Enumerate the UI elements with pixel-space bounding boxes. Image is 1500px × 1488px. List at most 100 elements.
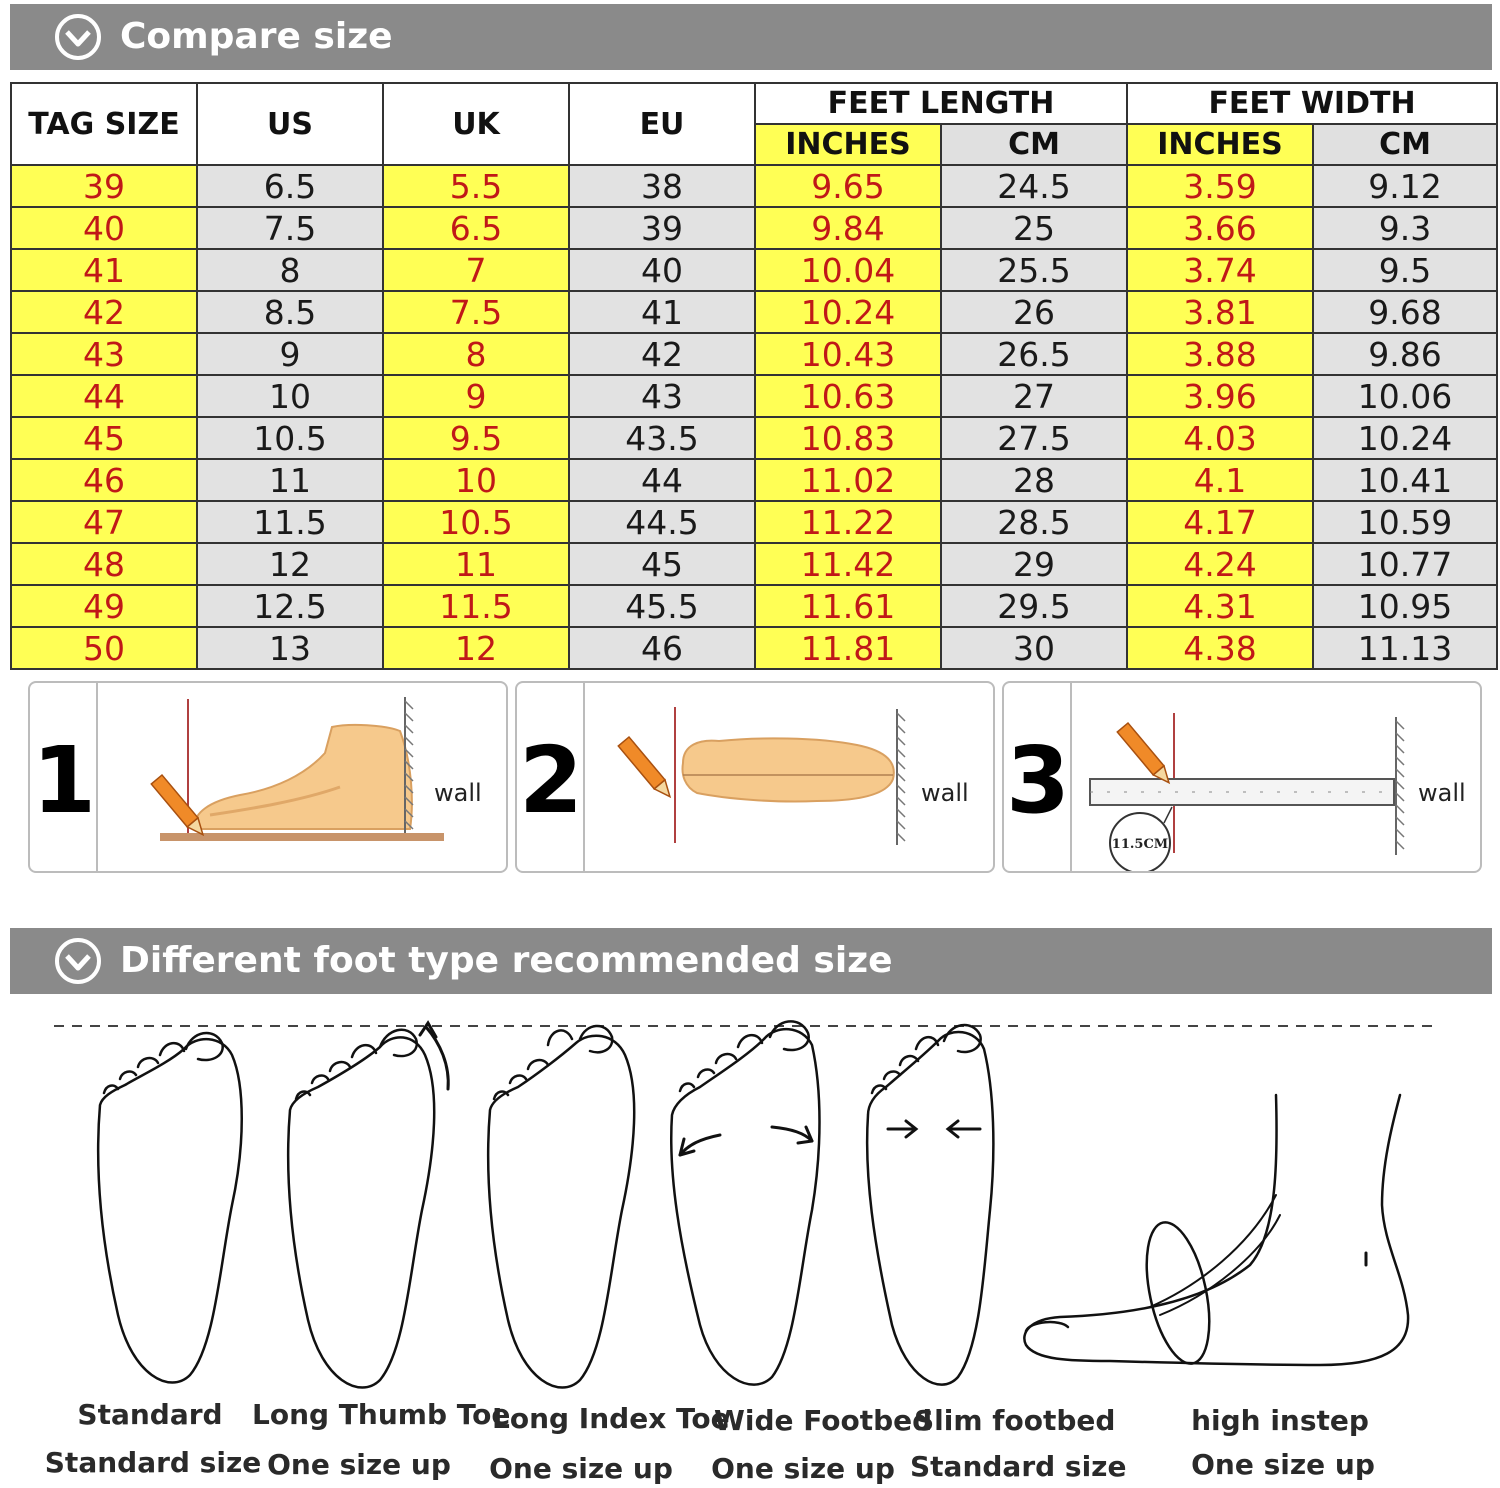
table-row: 42 8.5 7.5 41 10.24 26 3.81 9.68 <box>10 290 1498 334</box>
toe-reference-dashed-line <box>54 1025 1440 1027</box>
cell-uk: 7.5 <box>382 290 570 334</box>
cell-width-cm: 9.5 <box>1312 248 1498 292</box>
cell-width-cm: 10.24 <box>1312 416 1498 460</box>
cell-length-inches: 10.83 <box>754 416 942 460</box>
cell-width-inches: 4.1 <box>1126 458 1314 502</box>
cell-eu: 46 <box>568 626 756 670</box>
cell-width-cm: 9.12 <box>1312 164 1498 208</box>
cell-us: 8 <box>196 248 384 292</box>
cell-uk: 5.5 <box>382 164 570 208</box>
cell-width-cm: 9.3 <box>1312 206 1498 250</box>
cell-uk: 6.5 <box>382 206 570 250</box>
cell-us: 11.5 <box>196 500 384 544</box>
step-number-cell: 2 <box>517 683 585 871</box>
cell-length-cm: 24.5 <box>940 164 1128 208</box>
cell-tag-size: 39 <box>10 164 198 208</box>
foot-type-banner: Different foot type recommended size <box>10 928 1492 994</box>
cell-length-inches: 11.81 <box>754 626 942 670</box>
cell-width-cm: 10.06 <box>1312 374 1498 418</box>
cell-tag-size: 44 <box>10 374 198 418</box>
cell-eu: 38 <box>568 164 756 208</box>
header-length-cm: CM <box>940 123 1128 166</box>
foot-type-name-long-thumb-toe: Long Thumb Toe <box>252 1398 511 1431</box>
cell-tag-size: 47 <box>10 500 198 544</box>
cell-width-inches: 3.96 <box>1126 374 1314 418</box>
cell-tag-size: 49 <box>10 584 198 628</box>
cell-eu: 45 <box>568 542 756 586</box>
cell-width-cm: 10.95 <box>1312 584 1498 628</box>
cell-uk: 11 <box>382 542 570 586</box>
cell-length-inches: 11.02 <box>754 458 942 502</box>
cell-eu: 41 <box>568 290 756 334</box>
table-row: 39 6.5 5.5 38 9.65 24.5 3.59 9.12 <box>10 164 1498 208</box>
header-feet-length: FEET LENGTH <box>754 82 1128 125</box>
measure-step-2: 2 wall <box>515 681 995 873</box>
cell-tag-size: 40 <box>10 206 198 250</box>
wall-label: wall <box>921 779 969 807</box>
chevron-down-circle-icon <box>55 14 101 60</box>
cell-width-inches: 3.66 <box>1126 206 1314 250</box>
cell-width-inches: 3.88 <box>1126 332 1314 376</box>
foot-type-size-wide-footbed: One size up <box>711 1452 895 1485</box>
cell-width-inches: 4.17 <box>1126 500 1314 544</box>
cell-uk: 9.5 <box>382 416 570 460</box>
table-row: 43 9 8 42 10.43 26.5 3.88 9.86 <box>10 332 1498 376</box>
cell-length-cm: 26.5 <box>940 332 1128 376</box>
ruler-reading-label: 11.5CM <box>1112 837 1168 852</box>
cell-eu: 43.5 <box>568 416 756 460</box>
cell-length-cm: 26 <box>940 290 1128 334</box>
table-row: 44 10 9 43 10.63 27 3.96 10.06 <box>10 374 1498 418</box>
header-uk: UK <box>382 82 570 166</box>
cell-uk: 10.5 <box>382 500 570 544</box>
table-row: 41 8 7 40 10.04 25.5 3.74 9.5 <box>10 248 1498 292</box>
cell-eu: 40 <box>568 248 756 292</box>
cell-us: 10.5 <box>196 416 384 460</box>
cell-uk: 7 <box>382 248 570 292</box>
cell-length-cm: 28 <box>940 458 1128 502</box>
size-table-body: 39 6.5 5.5 38 9.65 24.5 3.59 9.12 40 7.5 6.5 39 9.84… <box>10 164 1498 670</box>
foot-type-name-wide-footbed: Wide Footbed <box>714 1404 933 1437</box>
cell-length-cm: 25 <box>940 206 1128 250</box>
cell-us: 10 <box>196 374 384 418</box>
foot-type-title: Different foot type recommended size <box>120 940 893 981</box>
foot-outlines-illustration <box>96 1020 1410 1389</box>
cell-width-inches: 4.03 <box>1126 416 1314 460</box>
measure-step-3: 3 11.5CM wall <box>1002 681 1482 873</box>
foot-type-name-long-index-toe: Long Index Toe <box>492 1402 730 1435</box>
foot-top-measure-illustration <box>617 707 906 845</box>
cell-tag-size: 50 <box>10 626 198 670</box>
table-row: 40 7.5 6.5 39 9.84 25 3.66 9.3 <box>10 206 1498 250</box>
cell-eu: 44 <box>568 458 756 502</box>
cell-width-inches: 3.81 <box>1126 290 1314 334</box>
cell-eu: 42 <box>568 332 756 376</box>
cell-uk: 10 <box>382 458 570 502</box>
cell-width-inches: 4.31 <box>1126 584 1314 628</box>
header-eu: EU <box>568 82 756 166</box>
cell-eu: 39 <box>568 206 756 250</box>
cell-us: 12 <box>196 542 384 586</box>
cell-length-inches: 10.24 <box>754 290 942 334</box>
table-row: 50 13 12 46 11.81 30 4.38 11.13 <box>10 626 1498 670</box>
foot-side-measure-illustration <box>150 697 444 841</box>
header-width-cm: CM <box>1312 123 1498 166</box>
cell-tag-size: 48 <box>10 542 198 586</box>
cell-us: 12.5 <box>196 584 384 628</box>
cell-length-inches: 10.04 <box>754 248 942 292</box>
size-chart-table: TAG SIZE US UK EU FEET LENGTH FEET WIDTH… <box>10 82 1498 670</box>
wall-label: wall <box>1418 779 1466 807</box>
measure-step-1: 1 wall <box>28 681 508 873</box>
cell-length-inches: 9.84 <box>754 206 942 250</box>
cell-tag-size: 43 <box>10 332 198 376</box>
foot-type-name-high-instep: high instep <box>1191 1404 1369 1437</box>
compare-size-title: Compare size <box>120 16 393 57</box>
cell-us: 8.5 <box>196 290 384 334</box>
cell-tag-size: 46 <box>10 458 198 502</box>
cell-width-inches: 3.74 <box>1126 248 1314 292</box>
cell-width-inches: 4.24 <box>1126 542 1314 586</box>
step-number: 3 <box>1005 727 1070 834</box>
cell-width-inches: 4.38 <box>1126 626 1314 670</box>
table-row: 46 11 10 44 11.02 28 4.1 10.41 <box>10 458 1498 502</box>
cell-length-inches: 10.63 <box>754 374 942 418</box>
cell-uk: 8 <box>382 332 570 376</box>
foot-type-size-long-thumb-toe: One size up <box>267 1448 451 1481</box>
